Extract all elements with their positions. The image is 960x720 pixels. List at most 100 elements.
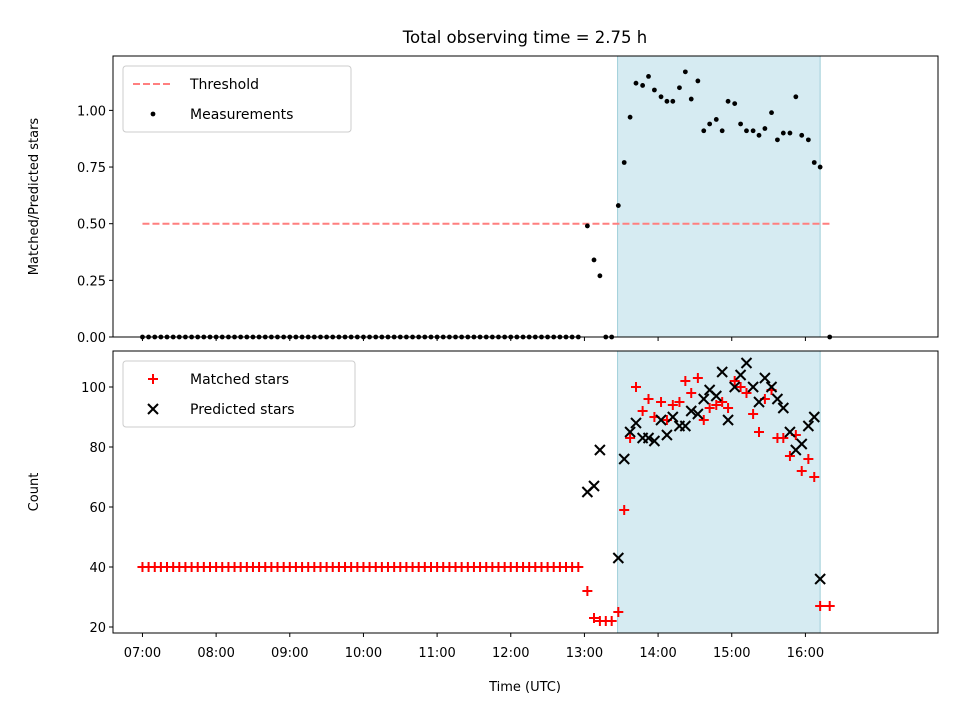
matched-star-point [784,451,795,461]
x-stroke [692,408,704,420]
measurement-point [658,94,664,100]
measurement-point [627,114,633,120]
predicted-star-point [759,372,771,384]
count-panel-y-label: Count [27,473,42,512]
measurement-point [640,83,646,88]
x-tick-label: 09:00 [271,646,308,661]
predicted-star-point [728,381,741,393]
x-tick-label: 11:00 [418,646,455,661]
predicted-star-point [802,420,815,432]
measurement-point [652,87,657,93]
x-stroke [747,381,759,393]
x-stroke [765,381,778,393]
x-tick-label: 15:00 [713,646,750,661]
measurement-point [677,85,682,91]
predicted-star-point [679,420,692,432]
x-stroke [716,366,728,378]
measurement-point [775,137,780,143]
x-stroke [814,573,826,585]
legend-measurement-swatch [150,111,156,117]
legend-box [122,65,352,133]
measurement-point [780,130,786,136]
predicted-star-point [765,381,778,393]
x-stroke [630,417,642,429]
matched-star-point [824,601,835,611]
matched-star-point [680,376,691,386]
measurement-point [719,128,725,134]
predicted-star-point [796,438,808,450]
predicted-star-point [661,429,673,441]
measurement-point [769,110,774,116]
matched-star-point [606,616,617,626]
predicted-star-point [642,432,655,444]
x-stroke [771,393,784,405]
legend-label: Measurements [190,107,293,123]
legend-x-swatch [147,403,159,415]
matched-star-point [729,376,740,386]
y-tick-label: 40 [89,561,106,576]
measurement-point [701,128,707,134]
matched-star-point [619,505,630,515]
matched-star-point [686,388,697,398]
x-stroke [698,393,710,405]
measurement-point [793,94,799,100]
matched-star-point [582,586,593,596]
measurement-point [738,121,743,127]
matched-star-point [589,613,600,623]
x-stroke [777,402,790,414]
x-axis-label: Time (UTC) [488,680,561,695]
matched-star-point [754,427,765,437]
matched-star-point [656,397,667,407]
ratio-panel-frame [112,55,939,338]
matched-star-point [815,601,826,611]
predicted-star-point [740,357,753,369]
measurement-point [713,117,719,122]
matched-star-point [573,562,584,572]
predicted-star-point [784,426,796,438]
x-tick-label: 08:00 [197,646,234,661]
x-stroke [655,414,667,426]
measurement-point [591,257,597,263]
x-tick-label: 16:00 [787,646,824,661]
predicted-star-point [734,369,747,381]
measurement-point [707,121,713,127]
legend-label: Threshold [189,77,259,93]
x-tick-label: 13:00 [566,646,603,661]
x-stroke [796,438,808,450]
matched-star-point [698,415,709,425]
x-tick-label: 10:00 [345,646,382,661]
measurement-point [688,96,694,102]
measurement-point [799,132,805,138]
matched-star-point [630,382,641,392]
measurement-point [682,69,688,75]
predicted-star-point [685,405,697,417]
measurement-point [805,137,811,143]
predicted-star-point [588,480,600,492]
matched-star-point [735,382,746,392]
ratio-panel-y-label: Matched/Predicted stars [27,118,42,276]
x-stroke [612,552,625,564]
x-stroke [728,381,741,393]
x-tick-label: 14:00 [639,646,676,661]
legend-label: Predicted stars [190,402,295,418]
x-stroke [740,357,753,369]
x-stroke [808,411,820,423]
matched-star-point [667,400,678,410]
measurement-point [817,164,823,170]
y-tick-label: 20 [89,621,106,636]
chart-title: Total observing time = 2.75 h [402,28,647,47]
measurement-point [633,80,639,86]
matched-star-point [741,388,752,398]
x-stroke [734,369,747,381]
y-tick-label: 0.75 [77,161,106,176]
matched-star-point [637,406,648,416]
measurement-point [597,273,603,279]
x-stroke [784,426,796,438]
matched-star-point [643,394,654,404]
predicted-star-point [747,381,759,393]
predicted-star-point [648,435,661,447]
measurement-point [744,128,749,134]
measurement-point [725,98,731,104]
matched-star-point [748,409,759,419]
